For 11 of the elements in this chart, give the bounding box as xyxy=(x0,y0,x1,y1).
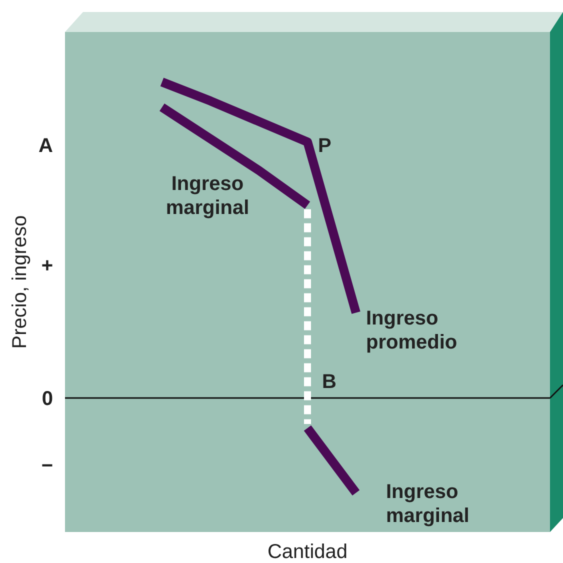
text: A xyxy=(38,135,53,157)
annotation: B xyxy=(322,371,336,393)
text: 0 xyxy=(42,388,53,410)
series-label: Ingreso marginal xyxy=(166,173,250,220)
y-axis-title: Precio, ingreso xyxy=(9,215,31,349)
text: − xyxy=(41,455,53,477)
series-label: Ingreso promedio xyxy=(366,308,458,354)
x-axis-title: Cantidad xyxy=(267,541,348,563)
series-label: Ingreso marginal xyxy=(386,480,470,527)
text: + xyxy=(41,255,53,277)
annotation: P xyxy=(318,135,332,157)
